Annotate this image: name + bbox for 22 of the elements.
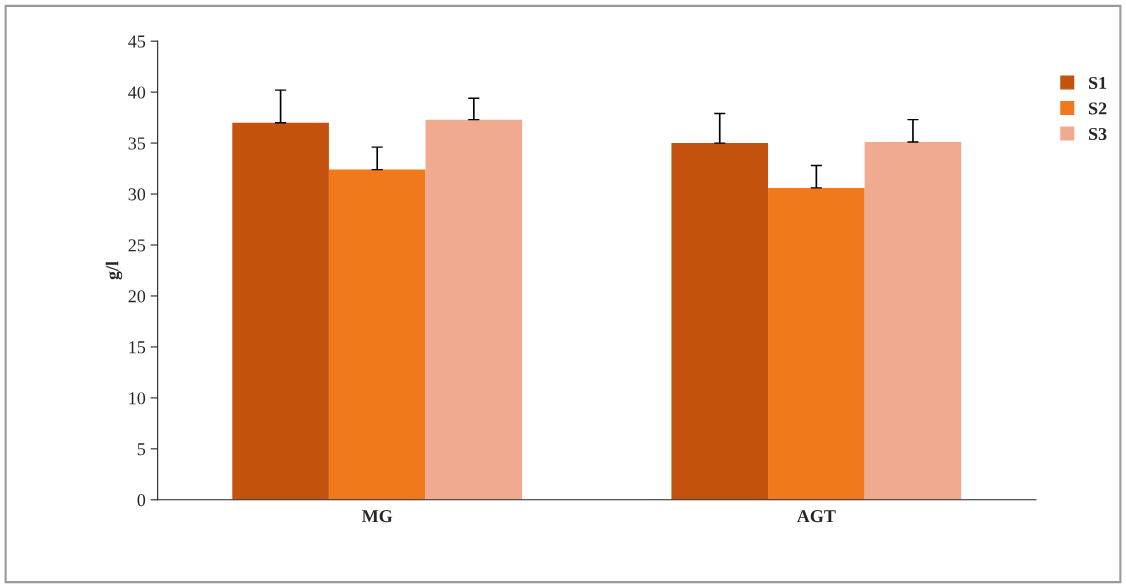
- bar: [864, 142, 962, 500]
- legend-label: S1: [1089, 76, 1107, 90]
- y-tick-label: 10: [129, 392, 146, 405]
- y-tick-label: 40: [128, 86, 146, 99]
- y-tick-label: 15: [129, 341, 146, 354]
- y-tick-label: 0: [137, 494, 146, 507]
- legend-label: S3: [1089, 127, 1107, 141]
- y-tick-label: 5: [137, 443, 146, 456]
- y-axis-title: g/l: [105, 261, 123, 280]
- y-tick-label: 35: [128, 137, 146, 150]
- bar: [425, 119, 523, 500]
- bar: [232, 122, 329, 500]
- y-tick-label: 45: [128, 35, 146, 48]
- x-tick-label: MG: [361, 510, 393, 523]
- y-tick-label: 30: [128, 188, 146, 201]
- x-tick-label: AGT: [796, 510, 836, 523]
- y-tick-label: 25: [128, 239, 146, 252]
- bar: [768, 187, 865, 500]
- bar: [671, 143, 769, 500]
- legend-label: S2: [1089, 102, 1107, 115]
- bar: [328, 169, 426, 500]
- y-tick-label: 20: [128, 290, 146, 303]
